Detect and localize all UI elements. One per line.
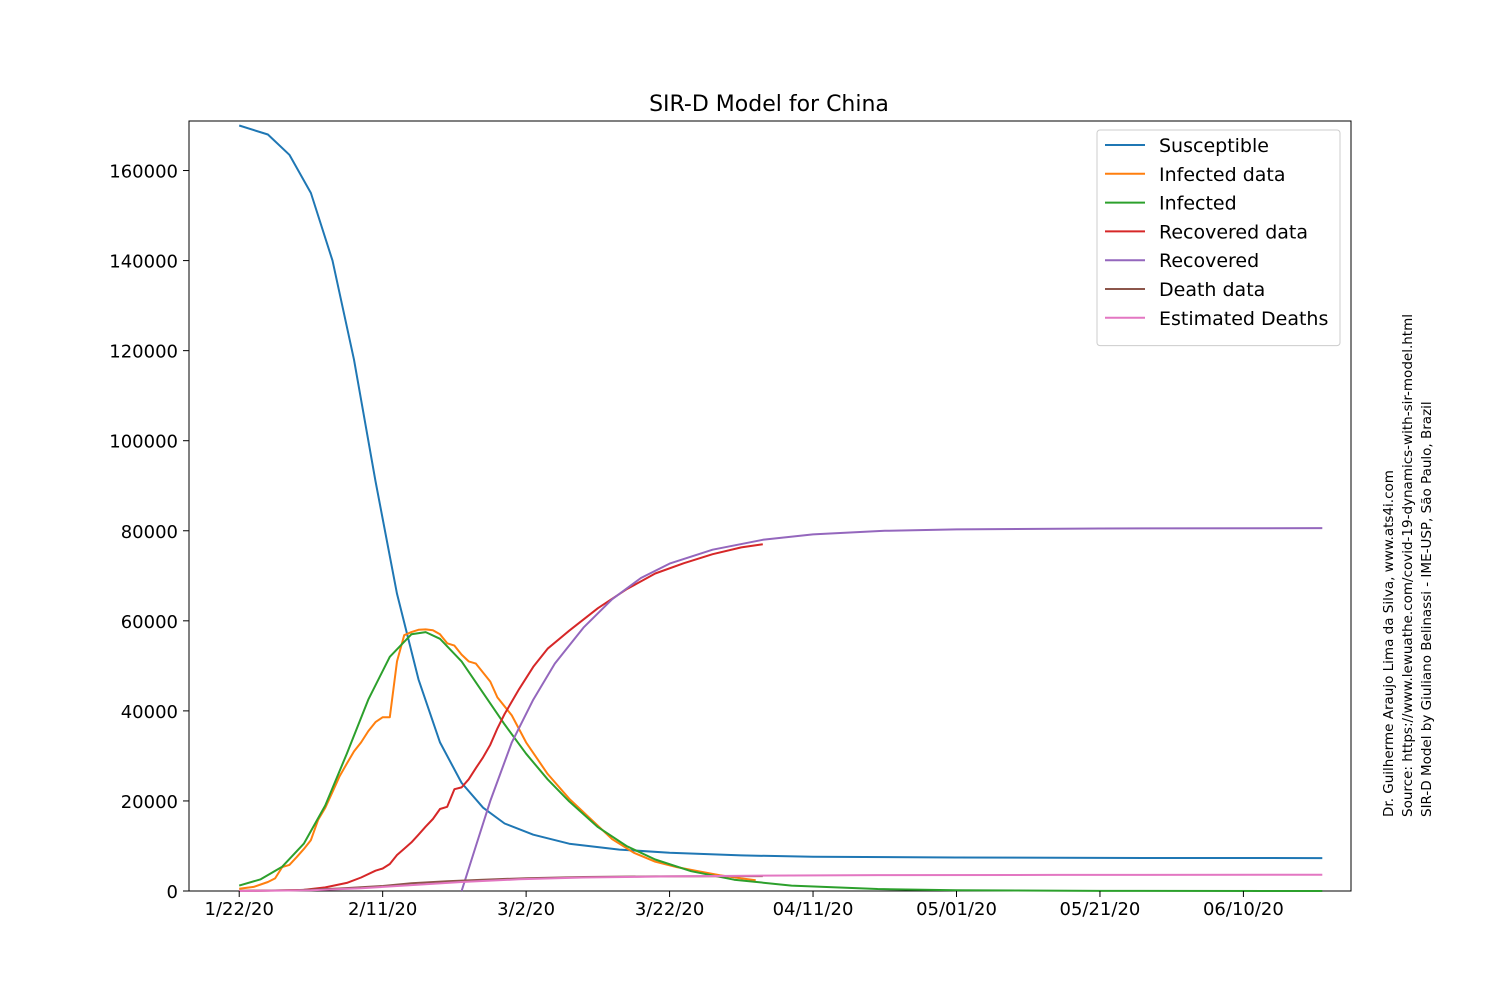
x-tick-label: 1/22/20 (205, 899, 274, 920)
x-tick-label: 2/11/20 (348, 899, 417, 920)
series-line-recovered (460, 527, 1323, 892)
y-tick-label: 60000 (121, 612, 178, 633)
x-tick-label: 06/10/20 (1203, 899, 1284, 920)
legend-label-estimated-deaths: Estimated Deaths (1159, 308, 1328, 330)
series-line-infected-data (239, 628, 756, 890)
chart-title: SIR-D Model for China (649, 92, 889, 117)
y-tick-label: 160000 (109, 162, 178, 183)
x-tick-label: 05/21/20 (1060, 899, 1141, 920)
y-tick-label: 0 (167, 882, 178, 903)
series-line-death-data (239, 875, 763, 892)
x-tick-label: 3/22/20 (635, 899, 704, 920)
series-line-susceptible (238, 124, 1323, 860)
series-line-infected (238, 631, 1323, 892)
y-tick-label: 140000 (109, 252, 178, 273)
y-tick-label: 40000 (121, 702, 178, 723)
legend-label-susceptible: Susceptible (1159, 135, 1269, 157)
x-tick-label: 04/11/20 (773, 899, 854, 920)
plot-frame (188, 120, 1352, 892)
series-layer (238, 124, 1323, 892)
y-tick-label: 120000 (109, 342, 178, 363)
x-tick-label: 3/2/20 (497, 899, 555, 920)
legend-box (1096, 129, 1341, 347)
legend-label-recovered: Recovered (1159, 250, 1259, 272)
y-tick-label: 100000 (109, 432, 178, 453)
x-tick-label: 05/01/20 (916, 899, 997, 920)
series-line-estimated-deaths (239, 873, 1323, 892)
legend-label-infected-data: Infected data (1159, 164, 1286, 186)
credit-line-source: Source: https://www.lewuathe.com/covid-1… (1400, 314, 1416, 817)
y-tick-label: 80000 (121, 522, 178, 543)
credits: Dr. Guilherme Araujo Lima da Silva, www.… (1381, 314, 1435, 817)
axis-layer: 1/22/20 2/11/20 3/2/20 3/22/20 04/11/20 05/01… (109, 162, 1284, 920)
credit-line-model: SIR-D Model by Giuliano Belinassi - IME-… (1419, 401, 1435, 817)
legend-label-death-data: Death data (1159, 279, 1265, 301)
legend-label-infected: Infected (1159, 193, 1237, 215)
legend: Susceptible Infected data Infected Recovere… (1096, 129, 1341, 347)
y-tick-label: 20000 (121, 792, 178, 813)
legend-label-recovered-data: Recovered data (1159, 221, 1308, 243)
credit-line-author: Dr. Guilherme Araujo Lima da Silva, www.… (1381, 470, 1397, 817)
series-line-recovered-data (239, 543, 763, 892)
